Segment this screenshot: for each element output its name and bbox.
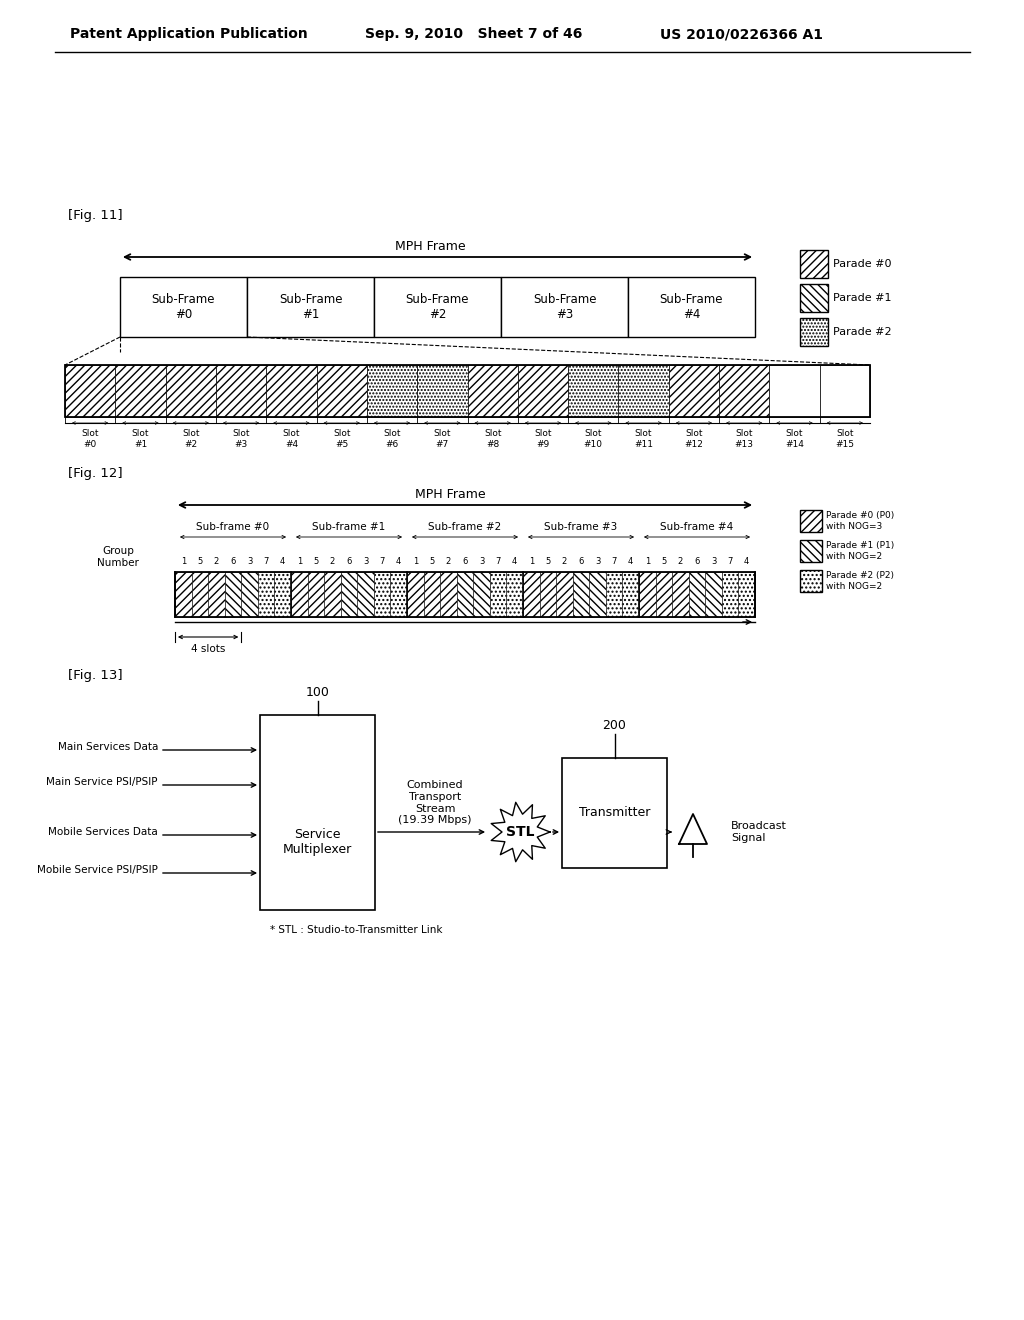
Text: Sub-Frame
#4: Sub-Frame #4	[659, 293, 723, 321]
Text: 7: 7	[496, 557, 501, 566]
Bar	[247, 277, 374, 337]
Text: Parade #2: Parade #2	[833, 327, 892, 337]
Bar	[689, 572, 706, 616]
Bar	[390, 572, 407, 616]
Bar	[424, 572, 440, 616]
Bar	[242, 572, 258, 616]
Bar	[655, 572, 672, 616]
Bar	[819, 366, 870, 417]
Bar	[623, 572, 639, 616]
Text: Sub-frame #0: Sub-frame #0	[197, 521, 269, 532]
Text: Slot
#10: Slot #10	[584, 429, 603, 449]
Text: 2: 2	[562, 557, 567, 566]
Bar	[800, 540, 822, 562]
Bar	[65, 366, 116, 417]
Text: 5: 5	[198, 557, 203, 566]
Text: Transmitter: Transmitter	[579, 807, 650, 818]
Text: Sub-frame #4: Sub-frame #4	[660, 521, 733, 532]
Bar	[120, 277, 247, 337]
Bar	[274, 572, 291, 616]
Bar	[672, 572, 689, 616]
Text: [Fig. 11]: [Fig. 11]	[68, 209, 123, 222]
Text: Slot
#14: Slot #14	[785, 429, 804, 449]
Text: Combined
Transport
Stream
(19.39 Mbps): Combined Transport Stream (19.39 Mbps)	[398, 780, 472, 825]
Bar	[618, 366, 669, 417]
Text: 7: 7	[611, 557, 616, 566]
Text: [Fig. 12]: [Fig. 12]	[68, 466, 123, 479]
Text: Parade #0 (P0)
with NOG=3: Parade #0 (P0) with NOG=3	[826, 511, 894, 531]
Bar	[224, 572, 242, 616]
Text: Main Services Data: Main Services Data	[57, 742, 158, 752]
Text: 5: 5	[313, 557, 318, 566]
Bar	[540, 572, 556, 616]
Text: 6: 6	[462, 557, 468, 566]
Text: Slot
#11: Slot #11	[634, 429, 653, 449]
Text: Slot
#1: Slot #1	[132, 429, 150, 449]
Text: Patent Application Publication: Patent Application Publication	[70, 26, 308, 41]
Bar	[639, 572, 655, 616]
Text: 5: 5	[429, 557, 434, 566]
Text: 7: 7	[727, 557, 733, 566]
Bar	[800, 570, 822, 591]
Text: Parade #1 (P1)
with NOG=2: Parade #1 (P1) with NOG=2	[826, 541, 894, 561]
Bar	[191, 572, 208, 616]
Text: 100: 100	[305, 686, 330, 700]
Text: 4: 4	[744, 557, 750, 566]
Bar	[800, 284, 828, 312]
Text: 6: 6	[230, 557, 236, 566]
Bar	[175, 572, 755, 616]
Bar	[216, 366, 266, 417]
Bar	[501, 277, 628, 337]
Bar	[341, 572, 357, 616]
Bar	[628, 277, 755, 337]
Bar	[606, 572, 623, 616]
Bar	[166, 366, 216, 417]
Bar	[722, 572, 738, 616]
Text: Slot
#15: Slot #15	[836, 429, 854, 449]
Text: 3: 3	[711, 557, 716, 566]
Text: Mobile Services Data: Mobile Services Data	[48, 828, 158, 837]
Bar	[325, 572, 341, 616]
Text: * STL : Studio-to-Transmitter Link: * STL : Studio-to-Transmitter Link	[270, 925, 442, 935]
Bar	[589, 572, 606, 616]
Text: Slot
#9: Slot #9	[535, 429, 552, 449]
Bar	[669, 366, 719, 417]
Bar	[572, 572, 589, 616]
Bar	[568, 366, 618, 417]
Text: Sub-Frame
#0: Sub-Frame #0	[152, 293, 215, 321]
Text: 6: 6	[579, 557, 584, 566]
Polygon shape	[492, 803, 550, 862]
Text: 1: 1	[413, 557, 418, 566]
Text: 3: 3	[595, 557, 600, 566]
Text: 2: 2	[678, 557, 683, 566]
Bar	[507, 572, 523, 616]
Bar	[562, 758, 667, 867]
Text: Sub-frame #1: Sub-frame #1	[312, 521, 386, 532]
Text: Group
Number: Group Number	[97, 546, 139, 568]
Bar	[800, 318, 828, 346]
Text: Broadcast
Signal: Broadcast Signal	[731, 821, 786, 842]
Bar	[556, 572, 572, 616]
Text: Slot
#6: Slot #6	[383, 429, 400, 449]
Bar	[260, 715, 375, 909]
Text: Slot
#0: Slot #0	[81, 429, 99, 449]
Text: US 2010/0226366 A1: US 2010/0226366 A1	[660, 26, 823, 41]
Bar	[316, 366, 367, 417]
Bar	[769, 366, 819, 417]
Text: MPH Frame: MPH Frame	[415, 487, 485, 500]
Text: 6: 6	[346, 557, 351, 566]
Text: 7: 7	[263, 557, 269, 566]
Text: Slot
#8: Slot #8	[484, 429, 502, 449]
Bar	[473, 572, 489, 616]
Bar	[357, 572, 374, 616]
Bar	[706, 572, 722, 616]
Bar	[457, 572, 473, 616]
Bar	[307, 572, 325, 616]
Bar	[367, 366, 417, 417]
Bar	[417, 366, 468, 417]
Bar	[407, 572, 424, 616]
Text: Main Service PSI/PSIP: Main Service PSI/PSIP	[46, 777, 158, 787]
Text: 1: 1	[645, 557, 650, 566]
Text: Parade #1: Parade #1	[833, 293, 892, 304]
Bar	[258, 572, 274, 616]
